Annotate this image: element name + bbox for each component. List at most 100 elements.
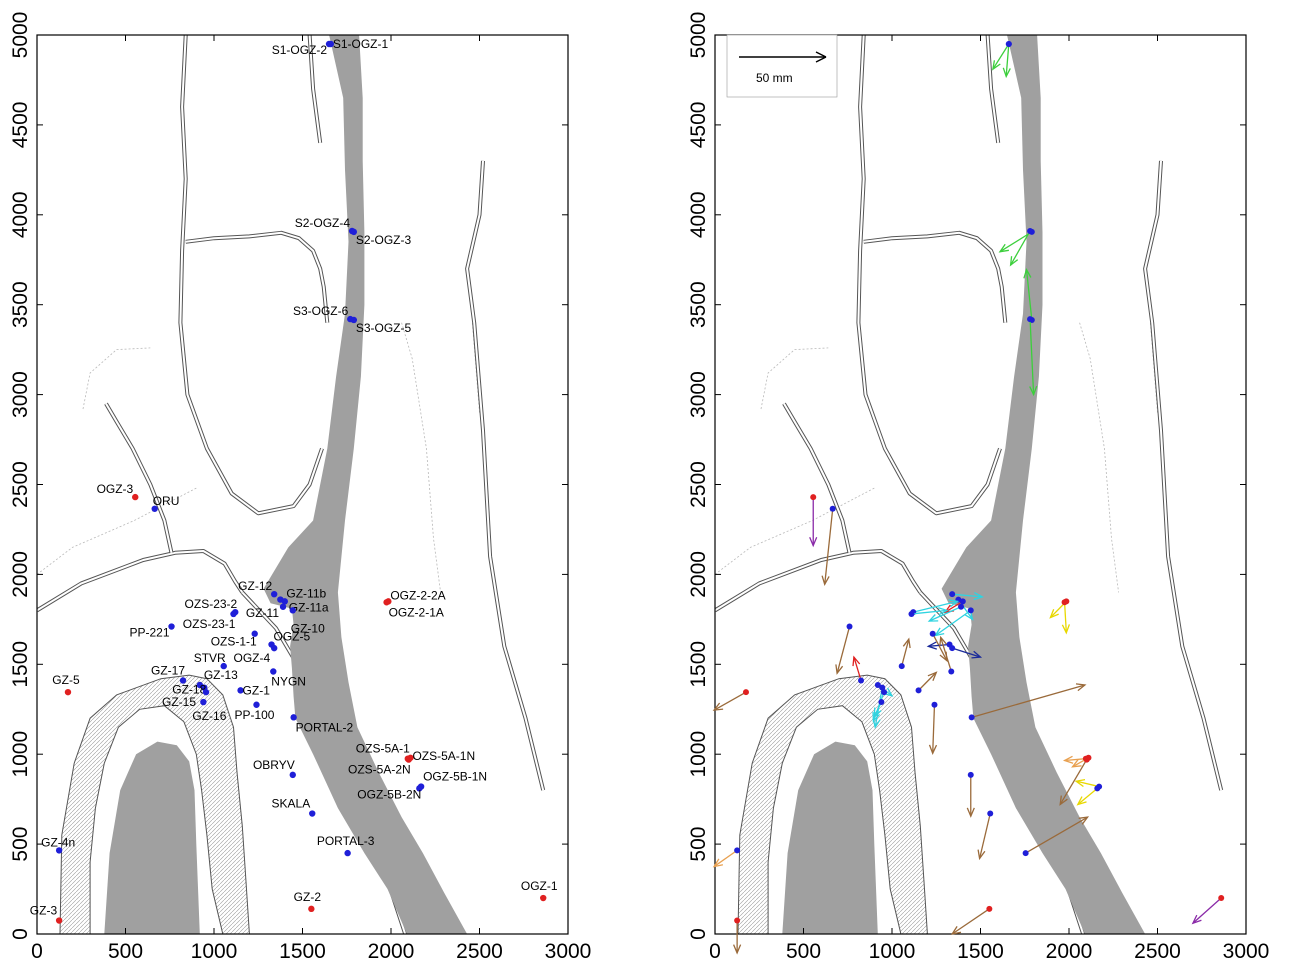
displacement-vector [911, 609, 947, 615]
survey-point-label: S2-OGZ-4 [295, 216, 351, 230]
displacement-vector [853, 656, 862, 681]
survey-point [308, 905, 315, 913]
survey-point [383, 599, 390, 606]
vector-origin-point [879, 684, 886, 691]
vector-origin-point [742, 689, 749, 696]
y-tick-label: 1000 [9, 731, 32, 778]
survey-point [270, 590, 278, 598]
displacement-vector [928, 643, 950, 647]
survey-point [230, 610, 237, 618]
vector-origin-point [1061, 599, 1068, 606]
vector-origin-point [948, 668, 955, 675]
x-tick-label: 2500 [456, 940, 503, 961]
vector-arrowhead [1074, 778, 1086, 788]
vector-origin-point [987, 810, 994, 817]
road [863, 231, 1007, 323]
displacement-vector [932, 633, 948, 662]
left-base-map [37, 35, 568, 934]
inlet-water [104, 741, 200, 934]
x-tick-label: 1000 [869, 940, 916, 961]
vector-origin-point [959, 598, 966, 605]
river [941, 35, 1146, 934]
x-tick-label: 2000 [368, 940, 415, 961]
vector-origin-point [810, 494, 817, 501]
survey-point [237, 687, 244, 694]
survey-point-label: GZ-4n [41, 835, 75, 849]
displacement-vector [1010, 230, 1031, 266]
survey-point [344, 849, 351, 857]
vector-origin-point [734, 847, 741, 854]
displacement-vector [951, 647, 981, 658]
vector-arrowhead [1049, 608, 1059, 619]
road [308, 35, 322, 144]
survey-point-label: OGZ-5B-2N [357, 787, 421, 801]
survey-point [270, 668, 277, 675]
x-tick-label: 2500 [1134, 940, 1181, 961]
survey-point [55, 847, 63, 854]
survey-point [151, 505, 158, 512]
vector-origin-point [858, 677, 865, 684]
displacement-vector [952, 593, 983, 598]
survey-point-label: GZ-18 [172, 683, 206, 697]
y-tick-label: 1500 [9, 641, 32, 688]
track [401, 322, 441, 593]
road [105, 403, 173, 554]
displacement-vector [1075, 780, 1100, 788]
vector-origin-point [908, 610, 915, 617]
vector-arrowhead [835, 664, 844, 675]
left-panel: 0 500 1000 1500 2000 2500 3000 0 500 1000 1500 2000… [9, 12, 591, 961]
y-tick-label: 4500 [9, 102, 32, 149]
survey-point [309, 810, 316, 817]
survey-point-label: OGZ-1 [521, 879, 558, 893]
displacement-vector [932, 704, 936, 754]
displacement-vector [934, 609, 972, 637]
vector-arrowhead [1076, 796, 1087, 806]
vector-arrowhead [950, 926, 962, 935]
vector-arrowhead [939, 635, 947, 647]
y-tick-label: 3000 [687, 371, 710, 418]
displacement-vector [1025, 269, 1033, 321]
displacement-vector [713, 691, 747, 711]
survey-point [132, 493, 139, 501]
vector-origin-point [968, 714, 975, 721]
survey-point-label: GZ-12 [238, 579, 272, 593]
vector-origin-point [967, 771, 974, 778]
survey-point [202, 688, 210, 696]
y-tick-label: 3500 [9, 281, 32, 328]
displacement-vector [713, 849, 738, 868]
survey-point [540, 894, 547, 902]
y-tick-label: 0 [687, 928, 710, 940]
vector-origin-point [958, 603, 965, 610]
survey-point [405, 756, 412, 763]
survey-point-label: GZ-11 [246, 606, 279, 620]
survey-point-label: S1-OGZ-2 [272, 43, 328, 57]
scale-bar-box [726, 34, 838, 98]
x-tick-label: 1500 [279, 940, 326, 961]
road [715, 550, 922, 612]
right-axes: 0 500 1000 1500 2000 2500 3000 0 500 1000 1500 2000… [687, 12, 1269, 961]
survey-point-label: GZ-17 [151, 663, 185, 677]
y-tick-label: 5000 [9, 12, 32, 59]
vector-arrowhead [992, 60, 1001, 71]
survey-point-label: GZ-10 [291, 621, 325, 635]
y-tick-label: 5000 [687, 12, 710, 59]
x-tick-label: 500 [786, 940, 821, 961]
map-background [715, 35, 1246, 934]
y-tick-label: 1000 [687, 731, 710, 778]
displacement-vector [1077, 787, 1098, 806]
vector-arrowhead [873, 707, 882, 718]
survey-point-label: OGZ-5B-1N [423, 770, 487, 784]
vector-origin-point [929, 630, 936, 637]
survey-point [290, 714, 297, 721]
slope-area [737, 674, 928, 934]
vector-arrowhead [934, 627, 945, 637]
vector-origin-point [1218, 895, 1225, 902]
displacement-vector [1029, 319, 1035, 395]
left-points: S1-OGZ-1 S1-OGZ-2 S2-OGZ-4 S2-OGZ-3 S3-OGZ-6… [30, 37, 558, 924]
survey-point-label: OGZ-2-2A [390, 588, 445, 602]
survey-point [55, 917, 63, 924]
vector-arrowhead [712, 858, 724, 868]
vector-arrowhead [883, 687, 894, 697]
vector-arrowhead [1029, 385, 1038, 397]
